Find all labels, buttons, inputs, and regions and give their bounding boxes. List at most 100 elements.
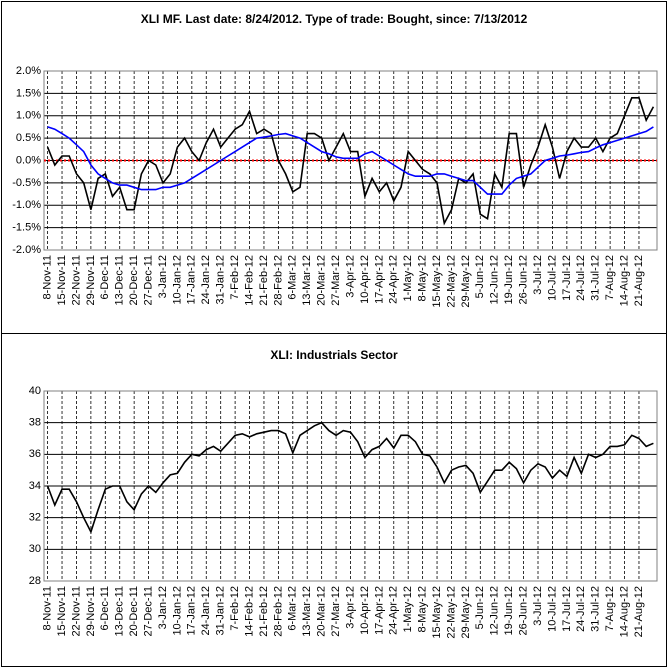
- y-tick-label: 32: [29, 512, 41, 524]
- x-tick-label: 22-May-12: [445, 255, 457, 308]
- y-tick-label: 40: [29, 385, 41, 397]
- x-tick-label: 21-Feb-12: [258, 586, 270, 637]
- x-tick-label: 31-Jul-12: [590, 586, 602, 632]
- x-tick-label: 29-May-12: [460, 255, 472, 308]
- x-tick-label: 21-Aug-12: [633, 255, 645, 306]
- x-tick-label: 10-Jan-12: [171, 255, 183, 305]
- x-tick-label: 17-Apr-12: [373, 586, 385, 635]
- x-tick-label: 15-May-12: [431, 586, 443, 639]
- x-tick-label: 26-Jun-12: [517, 255, 529, 305]
- y-tick-label: 36: [29, 448, 41, 460]
- x-tick-label: 1-May-12: [402, 586, 414, 632]
- x-tick-label: 17-Apr-12: [373, 255, 385, 304]
- x-tick-label: 15-May-12: [431, 255, 443, 308]
- x-tick-label: 27-Dec-11: [142, 255, 154, 306]
- x-tick-label: 13-Dec-11: [114, 586, 126, 637]
- x-tick-label: 21-Aug-12: [633, 586, 645, 637]
- x-tick-label: 14-Feb-12: [243, 255, 255, 306]
- x-tick-label: 17-Jul-12: [561, 255, 573, 301]
- y-tick-label: 0.0%: [16, 154, 41, 166]
- x-tick-label: 6-Dec-11: [99, 586, 111, 630]
- x-tick-label: 20-Dec-11: [128, 255, 140, 306]
- x-tick-label: 24-Jan-12: [200, 586, 212, 636]
- x-tick-label: 19-Jun-12: [503, 586, 515, 636]
- y-tick-label: 28: [29, 575, 41, 587]
- x-tick-label: 14-Aug-12: [618, 255, 630, 306]
- y-tick-label: -0.5%: [12, 177, 41, 189]
- x-tick-label: 10-Apr-12: [359, 255, 371, 304]
- x-tick-label: 24-Apr-12: [388, 586, 400, 635]
- x-tick-label: 29-May-12: [460, 586, 472, 639]
- x-tick-label: 20-Dec-11: [128, 586, 140, 637]
- x-tick-label: 31-Jan-12: [215, 586, 227, 636]
- x-tick-label: 28-Feb-12: [272, 255, 284, 306]
- x-tick-label: 3-Jan-12: [157, 586, 169, 629]
- x-tick-label: 12-Jun-12: [489, 586, 501, 636]
- series-line: [46, 97, 655, 226]
- x-tick-label: 17-Jul-12: [561, 586, 573, 632]
- x-tick-label: 15-Nov-11: [56, 255, 68, 306]
- x-tick-label: 17-Jan-12: [186, 255, 198, 305]
- series-line: [47, 126, 654, 195]
- x-tick-label: 29-Nov-11: [85, 255, 97, 306]
- x-tick-label: 10-Jul-12: [546, 586, 558, 632]
- x-tick-label: 20-Mar-12: [316, 255, 328, 306]
- chart-title: XLI: Industrials Sector: [270, 348, 398, 362]
- y-tick-label: 2.0%: [16, 65, 41, 77]
- y-tick-label: 1.0%: [16, 110, 41, 122]
- x-tick-label: 5-Jun-12: [474, 586, 486, 629]
- x-tick-label: 24-Apr-12: [388, 255, 400, 304]
- x-tick-label: 8-May-12: [417, 586, 429, 632]
- x-tick-label: 22-May-12: [445, 586, 457, 639]
- x-tick-label: 17-Jan-12: [186, 586, 198, 636]
- x-tick-label: 26-Jun-12: [517, 586, 529, 636]
- x-tick-label: 10-Jan-12: [171, 586, 183, 636]
- x-tick-label: 31-Jan-12: [215, 255, 227, 305]
- x-tick-label: 3-Jul-12: [532, 586, 544, 626]
- x-tick-label: 19-Jun-12: [503, 255, 515, 305]
- y-tick-label: 30: [29, 543, 41, 555]
- x-tick-label: 6-Mar-12: [287, 255, 299, 300]
- x-tick-label: 22-Nov-11: [70, 586, 82, 637]
- x-tick-label: 5-Jun-12: [474, 255, 486, 298]
- x-tick-label: 1-May-12: [402, 255, 414, 301]
- x-tick-label: 6-Dec-11: [99, 255, 111, 299]
- x-tick-label: 13-Mar-12: [301, 255, 313, 306]
- y-tick-label: -1.0%: [12, 199, 41, 211]
- x-tick-label: 24-Jan-12: [200, 255, 212, 305]
- x-tick-label: 28-Feb-12: [272, 586, 284, 637]
- x-tick-label: 8-Nov-11: [42, 255, 54, 299]
- x-tick-label: 7-Feb-12: [229, 255, 241, 300]
- x-tick-label: 10-Apr-12: [359, 586, 371, 635]
- x-tick-label: 8-May-12: [417, 255, 429, 301]
- x-tick-label: 3-Jul-12: [532, 255, 544, 295]
- x-tick-label: 20-Mar-12: [316, 586, 328, 637]
- x-tick-label: 7-Aug-12: [604, 255, 616, 300]
- y-tick-label: -1.5%: [12, 222, 41, 234]
- x-tick-label: 3-Jan-12: [157, 255, 169, 298]
- x-tick-label: 10-Jul-12: [546, 255, 558, 301]
- y-tick-label: 38: [29, 417, 41, 429]
- x-tick-label: 21-Feb-12: [258, 255, 270, 306]
- x-tick-label: 29-Nov-11: [85, 586, 97, 637]
- x-tick-label: 14-Aug-12: [618, 586, 630, 637]
- x-tick-label: 12-Jun-12: [489, 255, 501, 305]
- x-tick-label: 24-Jul-12: [575, 586, 587, 632]
- x-tick-label: 7-Feb-12: [229, 586, 241, 631]
- x-tick-label: 27-Mar-12: [330, 255, 342, 306]
- x-tick-label: 14-Feb-12: [243, 586, 255, 637]
- x-tick-label: 8-Nov-11: [42, 586, 54, 630]
- y-tick-label: 34: [29, 480, 41, 492]
- chart-title: XLI MF. Last date: 8/24/2012. Type of tr…: [141, 12, 528, 26]
- x-tick-label: 6-Mar-12: [287, 586, 299, 631]
- x-tick-label: 27-Dec-11: [142, 586, 154, 637]
- x-tick-label: 7-Aug-12: [604, 586, 616, 631]
- x-tick-label: 13-Mar-12: [301, 586, 313, 637]
- x-tick-label: 3-Apr-12: [344, 255, 356, 298]
- x-tick-label: 13-Dec-11: [114, 255, 126, 306]
- x-tick-label: 15-Nov-11: [56, 586, 68, 637]
- x-tick-label: 3-Apr-12: [344, 586, 356, 629]
- x-tick-label: 24-Jul-12: [575, 255, 587, 301]
- x-tick-label: 27-Mar-12: [330, 586, 342, 637]
